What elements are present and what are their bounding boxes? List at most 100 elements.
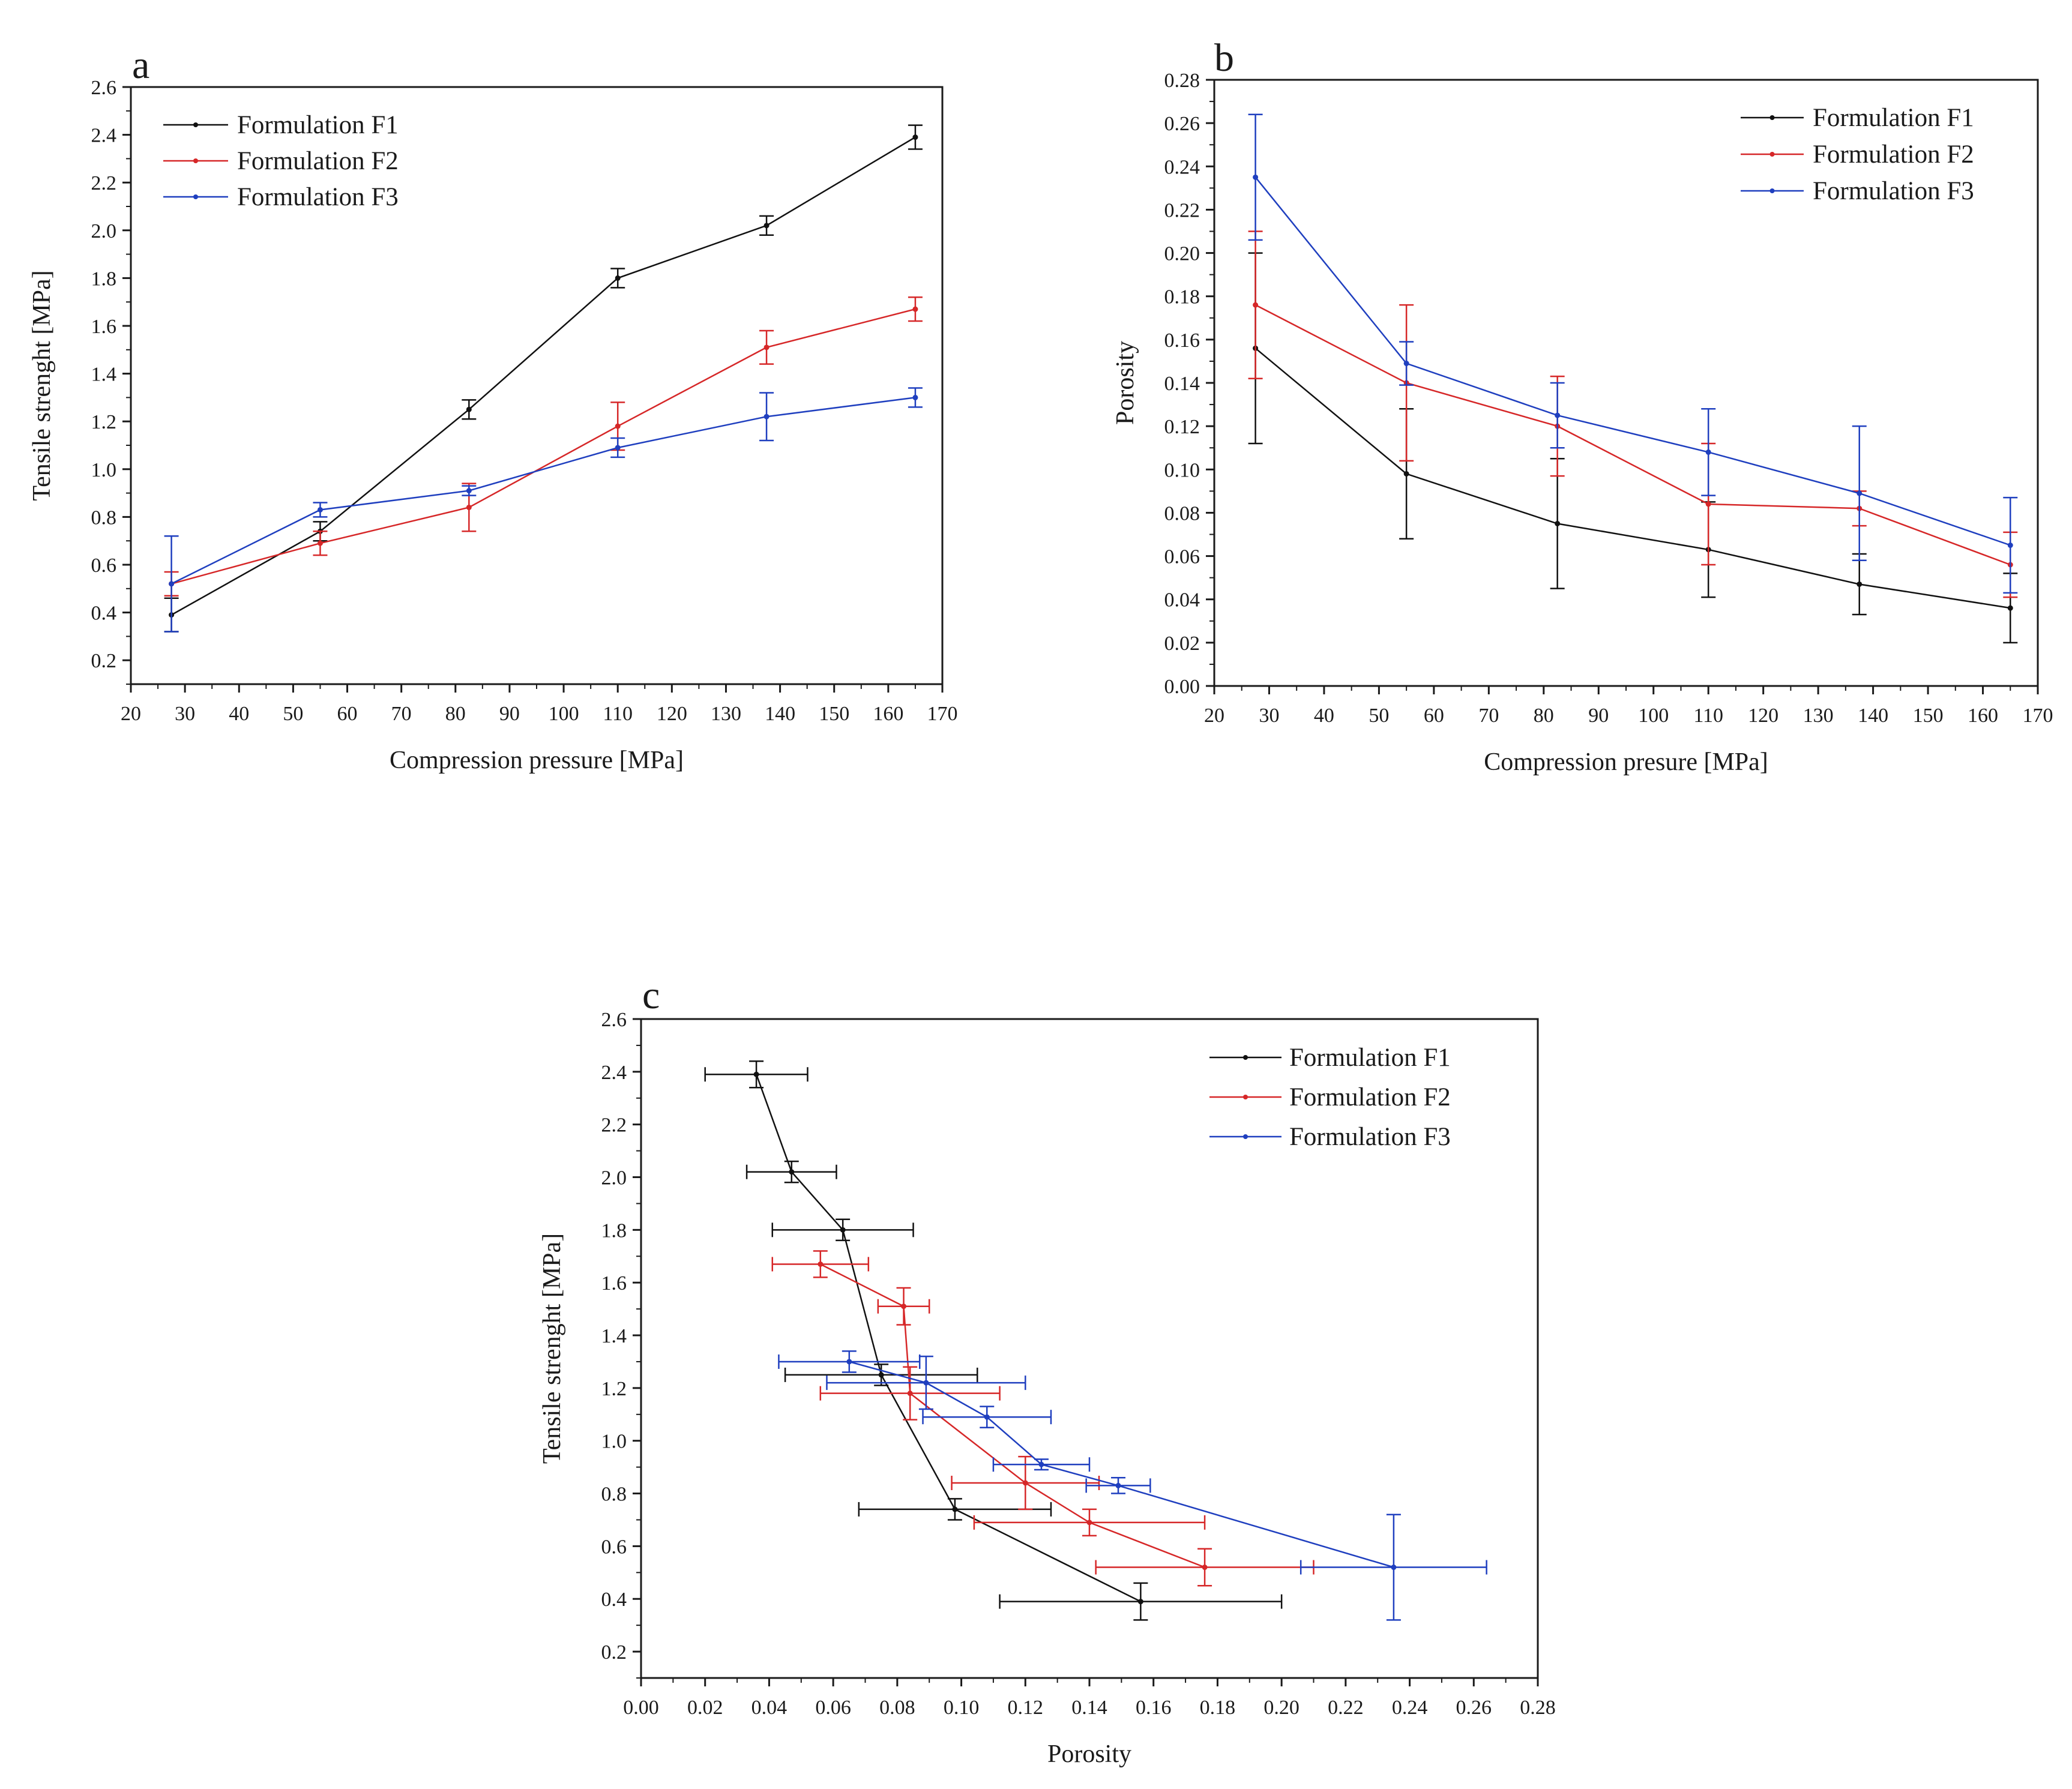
panel-c-series-1-point xyxy=(952,1506,958,1512)
panel-b-series-2-point xyxy=(1253,302,1259,308)
panel-b-series-3 xyxy=(1248,113,2018,594)
panel-c-y-tick-label: 2.6 xyxy=(601,1009,627,1031)
panel-c-series-2-point xyxy=(818,1261,824,1267)
panel-b-legend-marker xyxy=(1769,188,1775,193)
panel-b-series-3-point xyxy=(1857,490,1863,496)
panel-b-x-tick-label: 80 xyxy=(1534,705,1554,727)
panel-a-series-1-point xyxy=(912,134,918,140)
panel-b-legend-entry-2: Formulation F2 xyxy=(1741,140,1974,169)
panel-a-x-tick-label: 30 xyxy=(175,703,195,725)
panel-c-series-1-point xyxy=(753,1071,759,1077)
panel-b-y-tick-label: 0.12 xyxy=(1164,416,1200,438)
panel-b-legend-entry-3: Formulation F3 xyxy=(1741,177,1974,205)
panel-a-legend-label: Formulation F1 xyxy=(237,111,399,139)
panel-a-x-tick-label: 160 xyxy=(873,703,903,725)
panel-c-series-3-point xyxy=(1038,1461,1044,1467)
panel-c-series-3-point xyxy=(923,1380,929,1386)
panel-b-y-tick-label: 0.08 xyxy=(1164,502,1200,525)
panel-a-series-3 xyxy=(164,387,923,633)
panel-c-x-tick-label: 0.12 xyxy=(1008,1697,1044,1719)
panel-b-series-3-point xyxy=(1705,449,1711,455)
panel-c-x-tick-label: 0.22 xyxy=(1328,1697,1364,1719)
panel-b-x-tick-label: 120 xyxy=(1748,705,1778,727)
panel-b-y-tick-label: 0.18 xyxy=(1164,286,1200,308)
panel-c-series-2-point xyxy=(1022,1480,1028,1486)
panel-b-x-tick-label: 150 xyxy=(1913,705,1944,727)
panel-b-y-tick-label: 0.26 xyxy=(1164,113,1200,135)
panel-a-legend-marker xyxy=(193,122,198,127)
panel-b-series-1-point xyxy=(1403,471,1409,477)
panel-b-y-axis-label: Porosity xyxy=(1112,341,1139,425)
panel-c-x-axis-label: Porosity xyxy=(1047,1740,1131,1768)
panel-a-y-tick-label: 0.8 xyxy=(91,507,117,529)
panel-c-y-tick-label: 0.6 xyxy=(601,1536,627,1558)
panel-b-x-tick-label: 170 xyxy=(2023,705,2053,727)
panel-c-series-2-point xyxy=(1086,1520,1092,1526)
panel-c-legend-entry-2: Formulation F2 xyxy=(1209,1083,1451,1111)
panel-c-series-1-point xyxy=(1137,1599,1143,1605)
panel-c-series-3-point xyxy=(1115,1482,1121,1488)
panel-a-y-tick-label: 2.4 xyxy=(91,125,117,147)
panel-a-y-tick-label: 2.6 xyxy=(91,77,117,99)
panel-b-series-2-point xyxy=(1705,501,1711,507)
panel-b-x-tick-label: 70 xyxy=(1478,705,1499,727)
panel-a-series-3-point xyxy=(466,488,472,494)
panel-a-y-tick-label: 2.0 xyxy=(91,220,117,242)
panel-a-series-3-line xyxy=(171,397,916,585)
panel-b-x-tick-label: 30 xyxy=(1259,705,1279,727)
panel-b-y-tick-label: 0.20 xyxy=(1164,243,1200,265)
panel-c-series-3-point xyxy=(846,1359,852,1365)
panel-b-y-tick-label: 0.16 xyxy=(1164,329,1200,352)
panel-b-series-3-point xyxy=(2007,543,2013,549)
panel-b-x-tick-label: 100 xyxy=(1638,705,1669,727)
panel-c-x-tick-label: 0.18 xyxy=(1200,1697,1236,1719)
panel-a-series-1-point xyxy=(615,275,621,281)
panel-c-x-tick-label: 0.24 xyxy=(1392,1697,1428,1719)
panel-a-series-1 xyxy=(164,124,923,633)
panel-c-x-tick-label: 0.00 xyxy=(623,1697,659,1719)
panel-b-legend-marker xyxy=(1769,115,1775,120)
panel-a-x-tick-label: 110 xyxy=(603,703,633,725)
panel-a-series-1-point xyxy=(763,223,769,229)
panel-c-y-tick-label: 1.4 xyxy=(601,1325,627,1347)
panel-c-y-tick-label: 1.6 xyxy=(601,1272,627,1294)
panel-a-panel-letter: a xyxy=(132,43,149,87)
panel-b-legend-marker xyxy=(1769,152,1775,157)
panel-b-series-3-point xyxy=(1253,174,1259,180)
panel-c-y-tick-label: 0.8 xyxy=(601,1484,627,1506)
panel-c-x-tick-label: 0.02 xyxy=(687,1697,723,1719)
panel-a-series-2-line xyxy=(171,308,916,585)
panel-c-x-tick-label: 0.16 xyxy=(1136,1697,1172,1719)
panel-c-legend-label: Formulation F1 xyxy=(1289,1044,1451,1072)
panel-c-series-3 xyxy=(778,1350,1487,1621)
panel-c-y-tick-label: 0.4 xyxy=(601,1589,627,1611)
panel-a-series-2-point xyxy=(317,540,323,546)
panel-b-series-1-point xyxy=(1555,520,1561,526)
panel-c-legend-entry-1: Formulation F1 xyxy=(1209,1044,1451,1072)
panel-a-y-tick-label: 1.6 xyxy=(91,316,117,338)
panel-a-x-tick-label: 100 xyxy=(549,703,579,725)
panel-b-series-1-point xyxy=(2007,605,2013,611)
panel-c-x-tick-label: 0.06 xyxy=(815,1697,851,1719)
panel-b-y-tick-label: 0.04 xyxy=(1164,589,1200,612)
panel-b-series-2-line xyxy=(1255,304,2011,566)
panel-c-series-2-point xyxy=(1202,1565,1208,1571)
panel-b-y-tick-label: 0.28 xyxy=(1164,70,1200,92)
panel-a-series-2-point xyxy=(763,344,769,350)
panel-a-series-2-point xyxy=(912,306,918,312)
panel-b-y-tick-label: 0.24 xyxy=(1164,156,1200,178)
panel-c-panel-letter: c xyxy=(642,973,660,1017)
panel-b-x-tick-label: 60 xyxy=(1424,705,1444,727)
panel-c-legend-label: Formulation F2 xyxy=(1289,1083,1451,1111)
panel-c-series-1-point xyxy=(789,1169,795,1175)
panel-c-tensile-vs-porosity: 0.00 0.02 0.04 0.06 0.08 0.10 0.12 0.14 0.16 0.18… xyxy=(538,973,1556,1768)
panel-a-legend-entry-1: Formulation F1 xyxy=(163,111,399,139)
panel-a-y-tick-label: 1.8 xyxy=(91,268,117,290)
panel-a-series-3-point xyxy=(763,413,769,419)
panel-a-series-2-point xyxy=(615,423,621,429)
panel-a-tensile-vs-pressure: 20 30 40 50 60 70 80 90 100 110 120 130 140 150 160 170… xyxy=(28,43,958,774)
panel-a-x-tick-label: 150 xyxy=(819,703,849,725)
panel-c-series-3-point xyxy=(1391,1565,1397,1571)
panel-c-y-tick-label: 2.2 xyxy=(601,1114,627,1137)
panel-c-legend-marker xyxy=(1243,1095,1248,1099)
